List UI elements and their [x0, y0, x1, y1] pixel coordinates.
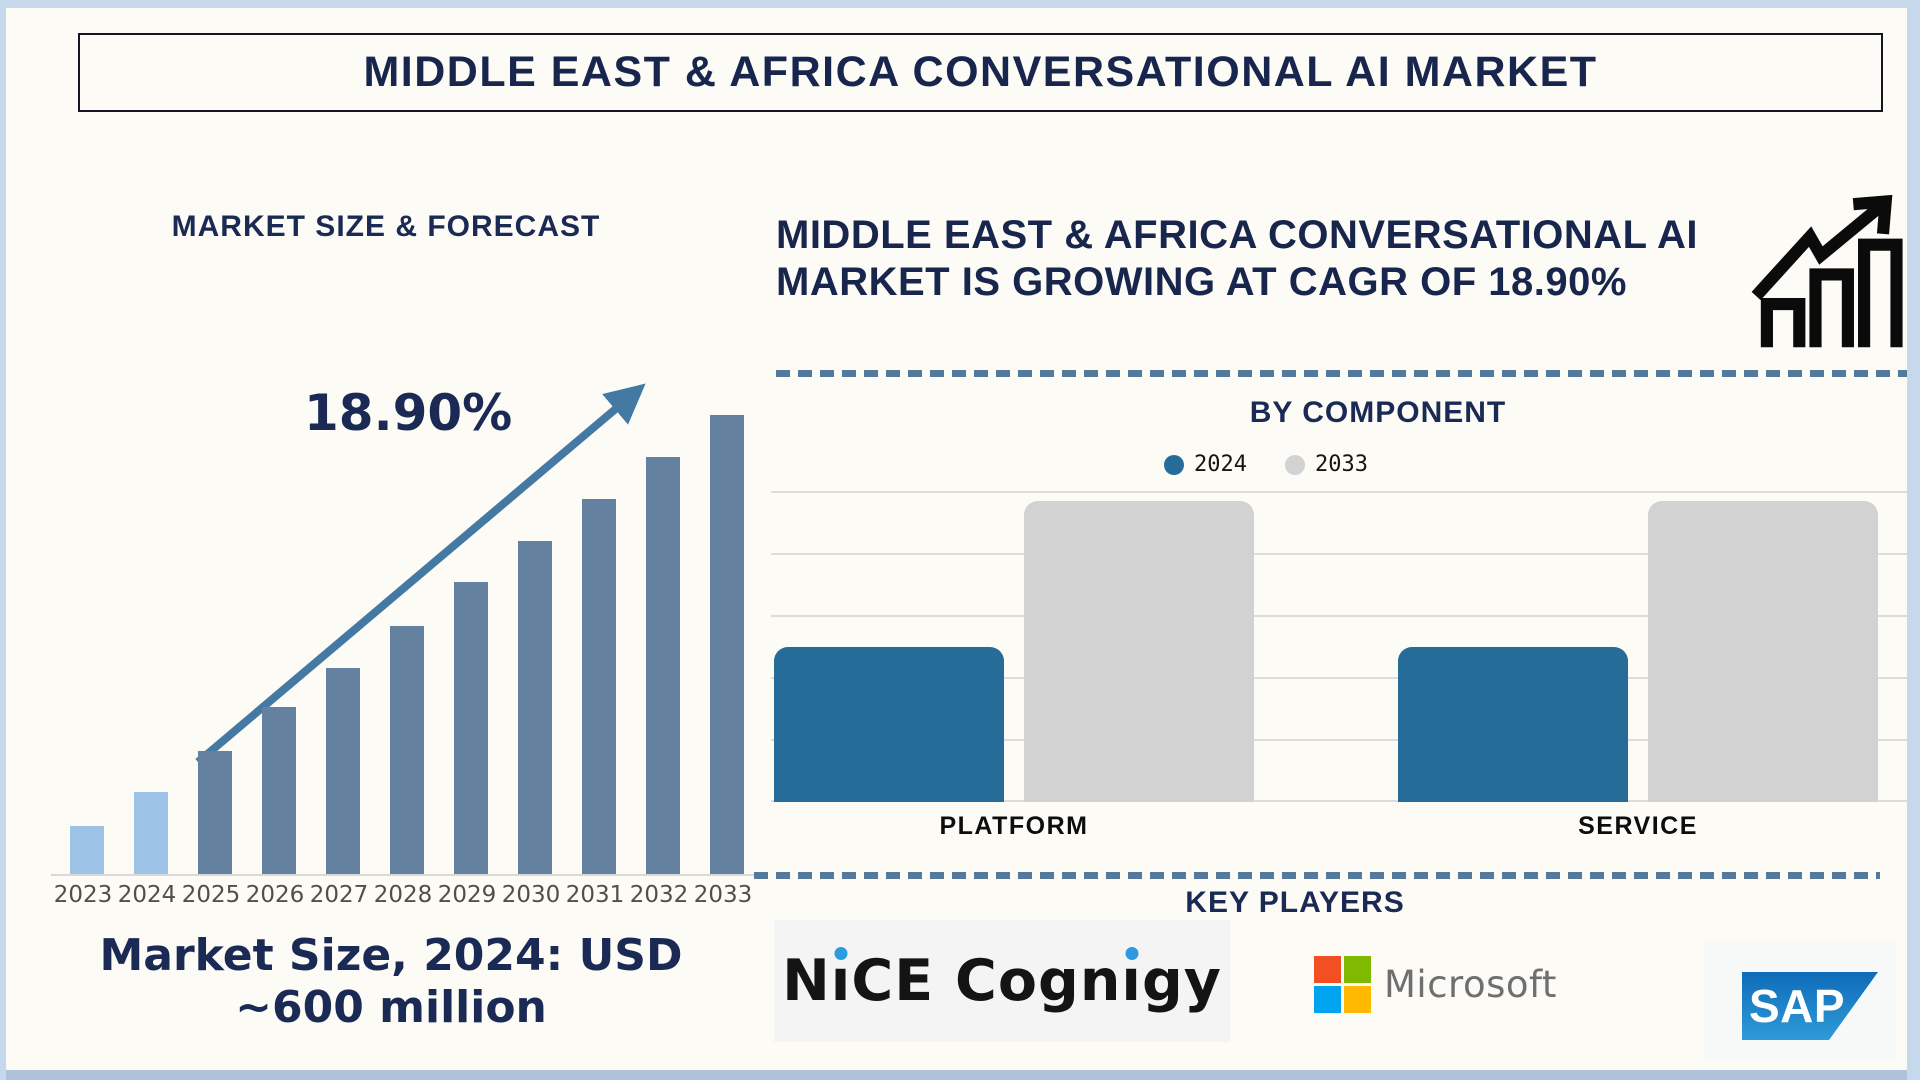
section-divider-top	[776, 370, 1907, 377]
year-tick-2033: 2033	[693, 882, 753, 908]
category-label-platform: PLATFORM	[939, 812, 1089, 840]
bar-2025	[198, 751, 232, 874]
bar-PLATFORM-2033	[1024, 501, 1254, 802]
year-tick-2027: 2027	[309, 882, 369, 908]
nice-cognigy-wordmark: Nı CE Cognı gy	[782, 947, 1222, 1014]
right-panel-heading: MIDDLE EAST & AFRICA CONVERSATIONAL AI M…	[776, 213, 1698, 305]
year-tick-2032: 2032	[629, 882, 689, 908]
bar-2032	[646, 457, 680, 874]
year-tick-2026: 2026	[245, 882, 305, 908]
cagr-label: 18.90%	[304, 384, 513, 442]
blue-tittle-dot	[1125, 947, 1139, 960]
nice-cognigy-logo: Nı CE Cognı gy	[774, 920, 1230, 1042]
bar-2030	[518, 541, 552, 874]
legend-item-2033: 2033	[1285, 452, 1368, 477]
gridline	[771, 553, 1907, 555]
market-forecast-chart	[51, 408, 755, 876]
blue-tittle-dot	[834, 947, 848, 960]
microsoft-squares-icon	[1314, 956, 1371, 1013]
year-tick-2028: 2028	[373, 882, 433, 908]
legend-label-2024: 2024	[1194, 452, 1247, 477]
legend-dot-2033	[1285, 454, 1305, 475]
legend-dot-2024	[1164, 454, 1185, 475]
chart-legend: 2024 2033	[1106, 452, 1426, 477]
category-label-service: SERVICE	[1578, 812, 1698, 840]
bar-2026	[262, 707, 296, 874]
gridline	[771, 615, 1907, 617]
gridline	[771, 677, 1907, 679]
bar-2027	[326, 668, 360, 874]
microsoft-square-1	[1344, 956, 1371, 983]
bar-PLATFORM-2024	[774, 647, 1004, 802]
bar-2029	[454, 582, 488, 874]
gridline	[771, 800, 1907, 802]
sap-logo: SAP	[1704, 941, 1896, 1059]
year-tick-2025: 2025	[181, 882, 241, 908]
market-size-note-line1: Market Size, 2024: USD	[99, 930, 683, 981]
sap-shape-icon: SAP	[1742, 972, 1878, 1040]
bar-2031	[582, 499, 616, 874]
legend-item-2024: 2024	[1164, 452, 1247, 477]
market-size-note: Market Size, 2024: USD ~600 million	[41, 930, 741, 1034]
gridline	[771, 491, 1907, 493]
sap-wordmark: SAP	[1749, 980, 1846, 1032]
by-component-chart	[771, 491, 1907, 802]
left-chart-title: MARKET SIZE & FORECAST	[171, 210, 601, 243]
market-size-note-line2: ~600 million	[235, 981, 547, 1033]
year-tick-2029: 2029	[437, 882, 497, 908]
x-axis-years: 2023 2024 2025 2026 2027 2028 2029 2030 2031 2032…	[51, 882, 755, 908]
bar-2023	[70, 826, 104, 874]
year-tick-2030: 2030	[501, 882, 561, 908]
title-box: MIDDLE EAST & AFRICA CONVERSATIONAL AI M…	[78, 33, 1883, 112]
growth-chart-icon	[1751, 194, 1903, 348]
year-tick-2023: 2023	[53, 882, 113, 908]
component-chart-title: BY COMPONENT	[1249, 396, 1507, 429]
key-players-heading: KEY PLAYERS	[1185, 886, 1405, 919]
microsoft-square-3	[1344, 986, 1371, 1013]
bar-2033	[710, 415, 744, 874]
microsoft-logo: Microsoft	[1314, 956, 1557, 1013]
growth-arrow	[195, 383, 646, 766]
bar-2028	[390, 626, 424, 874]
legend-label-2033: 2033	[1315, 452, 1368, 477]
bottom-border	[6, 1070, 1907, 1080]
bar-2024	[134, 792, 168, 874]
gridline	[771, 739, 1907, 741]
bar-SERVICE-2024	[1398, 647, 1628, 802]
microsoft-square-2	[1314, 986, 1341, 1013]
bar-SERVICE-2033	[1648, 501, 1878, 802]
page-title: MIDDLE EAST & AFRICA CONVERSATIONAL AI M…	[363, 48, 1598, 96]
year-tick-2024: 2024	[117, 882, 177, 908]
year-tick-2031: 2031	[565, 882, 625, 908]
microsoft-square-0	[1314, 956, 1341, 983]
section-divider-bottom	[754, 872, 1880, 879]
microsoft-wordmark: Microsoft	[1384, 963, 1557, 1006]
